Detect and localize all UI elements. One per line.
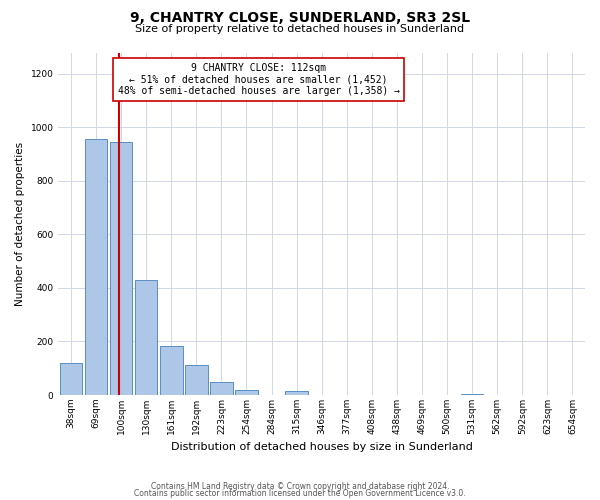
Bar (461, 394, 484, 395)
Text: Contains public sector information licensed under the Open Government Licence v3: Contains public sector information licen… (134, 488, 466, 498)
X-axis label: Distribution of detached houses by size in Sunderland: Distribution of detached houses by size … (171, 442, 473, 452)
Y-axis label: Number of detached properties: Number of detached properties (15, 142, 25, 306)
Bar (59, 363, 82, 395)
Text: 9 CHANTRY CLOSE: 112sqm
← 51% of detached houses are smaller (1,452)
48% of semi: 9 CHANTRY CLOSE: 112sqm ← 51% of detache… (118, 63, 400, 96)
Bar (135, 280, 157, 395)
Text: Contains HM Land Registry data © Crown copyright and database right 2024.: Contains HM Land Registry data © Crown c… (151, 482, 449, 491)
Text: 9, CHANTRY CLOSE, SUNDERLAND, SR3 2SL: 9, CHANTRY CLOSE, SUNDERLAND, SR3 2SL (130, 11, 470, 25)
Bar (185, 365, 208, 395)
Bar (85, 140, 107, 395)
Bar (286, 391, 308, 395)
Bar (235, 390, 258, 395)
Bar (210, 382, 233, 395)
Bar (110, 142, 133, 395)
Bar (160, 346, 182, 395)
Text: Size of property relative to detached houses in Sunderland: Size of property relative to detached ho… (136, 24, 464, 34)
